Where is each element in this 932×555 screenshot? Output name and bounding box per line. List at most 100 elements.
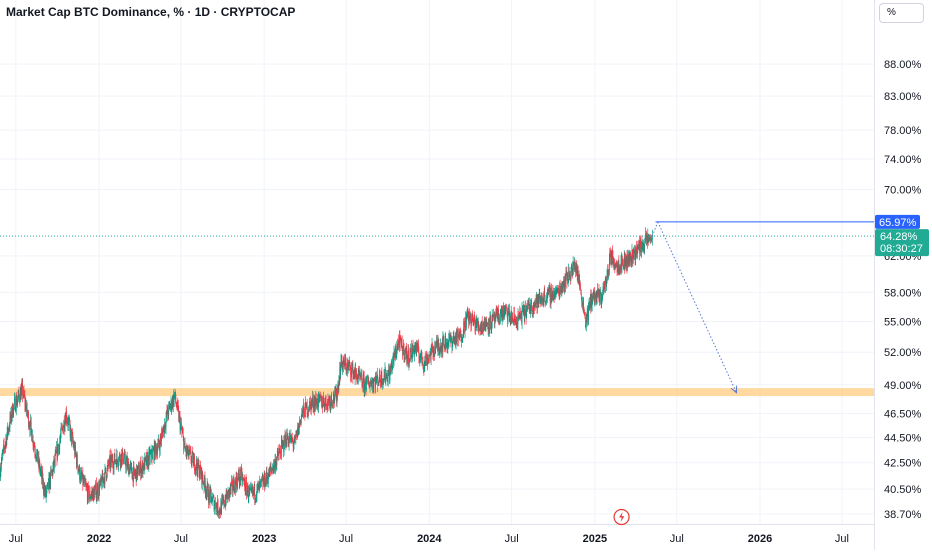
candle-body bbox=[326, 396, 327, 405]
y-tick-label: 49.00% bbox=[884, 380, 922, 392]
candle-body bbox=[215, 501, 216, 508]
x-tick-label: Jul bbox=[505, 533, 519, 545]
candle-body bbox=[17, 399, 18, 402]
candle-body bbox=[106, 468, 107, 473]
candle-body bbox=[284, 449, 285, 451]
candle-body bbox=[580, 284, 581, 289]
projection-arrow bbox=[658, 222, 737, 393]
candle-body bbox=[544, 291, 545, 296]
candle-body bbox=[1, 455, 2, 462]
x-tick-label: Jul bbox=[835, 533, 849, 545]
x-tick-label: 2022 bbox=[87, 533, 111, 545]
candle-body bbox=[117, 454, 118, 460]
projection-arrow-lead bbox=[652, 222, 657, 236]
candle-body bbox=[77, 455, 78, 466]
y-tick-label: 78.00% bbox=[884, 125, 922, 137]
candle-body bbox=[75, 446, 76, 454]
candle-body bbox=[58, 445, 59, 453]
y-tick-label: 42.50% bbox=[884, 458, 922, 470]
candle-body bbox=[211, 491, 212, 497]
candle-body bbox=[152, 450, 153, 459]
candle-body bbox=[158, 443, 159, 449]
y-tick-label: 74.00% bbox=[884, 154, 922, 166]
y-tick-label: 83.00% bbox=[884, 91, 922, 103]
candlesticks bbox=[0, 227, 653, 519]
candle-body bbox=[254, 485, 255, 499]
candle-body bbox=[48, 479, 49, 489]
candle-body bbox=[386, 378, 387, 381]
candle-body bbox=[96, 494, 97, 498]
candle-body bbox=[126, 461, 127, 468]
y-tick-label: 38.70% bbox=[884, 509, 922, 521]
candle-body bbox=[640, 239, 641, 247]
y-tick-label: 70.00% bbox=[884, 184, 922, 196]
candle-body bbox=[310, 401, 311, 403]
resistance-price-label: 65.97% bbox=[879, 217, 917, 229]
annotations bbox=[0, 222, 874, 525]
candle-body bbox=[193, 459, 194, 466]
candle-body bbox=[410, 351, 411, 359]
candle-body bbox=[31, 429, 32, 440]
candle-body bbox=[80, 473, 81, 481]
y-tick-label: 40.50% bbox=[884, 484, 922, 496]
candle-body bbox=[63, 427, 64, 433]
candle-body bbox=[433, 349, 434, 354]
countdown-label: 08:30:27 bbox=[880, 243, 923, 255]
candle-body bbox=[122, 450, 123, 463]
candle-body bbox=[500, 314, 501, 322]
candle-body bbox=[161, 433, 162, 441]
x-tick-label: 2023 bbox=[252, 533, 276, 545]
x-tick-label: Jul bbox=[174, 533, 188, 545]
y-tick-label: 52.00% bbox=[884, 347, 922, 359]
candle-body bbox=[139, 474, 140, 476]
candle-body bbox=[299, 422, 300, 428]
candle-body bbox=[443, 340, 444, 344]
y-tick-label: 88.00% bbox=[884, 59, 922, 71]
candle-body bbox=[478, 323, 479, 329]
candle-body bbox=[417, 344, 418, 351]
support-zone-band bbox=[0, 388, 874, 396]
candle-body bbox=[84, 480, 85, 484]
candle-body bbox=[71, 428, 72, 430]
candle-body bbox=[403, 349, 404, 355]
x-tick-label: Jul bbox=[339, 533, 353, 545]
candle-body bbox=[131, 465, 132, 473]
y-tick-label: 55.00% bbox=[884, 317, 922, 329]
unit-toggle-button[interactable]: % bbox=[879, 3, 924, 23]
x-tick-label: Jul bbox=[9, 533, 23, 545]
candle-body bbox=[337, 388, 338, 397]
candle-body bbox=[506, 307, 507, 308]
candle-body bbox=[644, 244, 645, 250]
candle-body bbox=[61, 427, 62, 435]
candle-body bbox=[600, 293, 601, 300]
candle-body bbox=[652, 236, 653, 239]
candle-body bbox=[404, 344, 405, 359]
candle-body bbox=[367, 377, 368, 379]
candle-body bbox=[332, 401, 333, 405]
price-axis[interactable]: 88.00%83.00%78.00%74.00%70.00%62.00%58.0… bbox=[884, 59, 922, 521]
y-tick-label: 46.50% bbox=[884, 408, 922, 420]
x-tick-label: 2025 bbox=[583, 533, 607, 545]
price-labels: 65.97% 64.28%08:30:27 bbox=[875, 215, 929, 256]
candle-body bbox=[31, 421, 32, 429]
current-price-label: 64.28% bbox=[880, 231, 918, 243]
candle-body bbox=[373, 381, 374, 388]
x-tick-label: Jul bbox=[670, 533, 684, 545]
candle-body bbox=[37, 449, 38, 462]
candle-body bbox=[271, 467, 272, 469]
candle-body bbox=[340, 366, 341, 377]
candle-body bbox=[581, 293, 582, 297]
candle-body bbox=[572, 264, 573, 272]
candle-body bbox=[614, 260, 615, 265]
candle-body bbox=[602, 296, 603, 299]
candle-body bbox=[585, 318, 586, 326]
candle-body bbox=[588, 302, 589, 320]
support-zone bbox=[0, 388, 874, 396]
candle-body bbox=[184, 444, 185, 451]
y-tick-label: 44.50% bbox=[884, 433, 922, 445]
candle-body bbox=[432, 344, 433, 346]
x-tick-label: 2026 bbox=[748, 533, 772, 545]
